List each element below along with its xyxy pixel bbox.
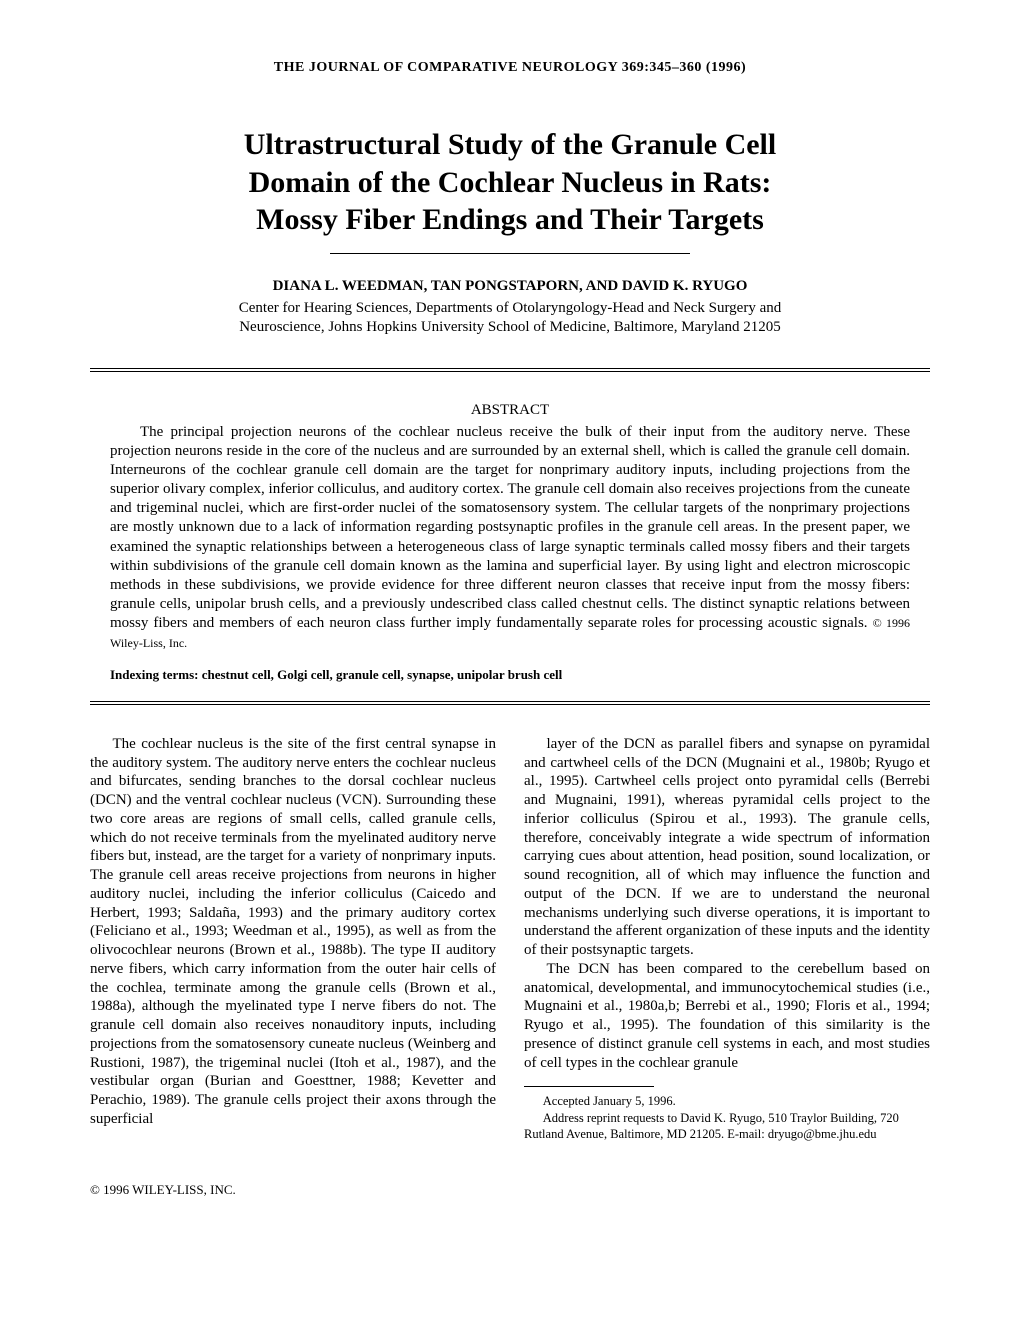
indexing-terms: Indexing terms: chestnut cell, Golgi cel… [110, 667, 910, 683]
affiliation-line-1: Center for Hearing Sciences, Departments… [239, 300, 781, 316]
col2-paragraph-1: layer of the DCN as parallel fibers and … [524, 735, 930, 960]
body-columns: The cochlear nucleus is the site of the … [90, 735, 930, 1142]
title-line-1: Ultrastructural Study of the Granule Cel… [244, 128, 776, 161]
affiliation: Center for Hearing Sciences, Departments… [90, 299, 930, 338]
abstract-text: The principal projection neurons of the … [110, 423, 910, 653]
col2-paragraph-2: The DCN has been compared to the cerebel… [524, 960, 930, 1073]
column-left: The cochlear nucleus is the site of the … [90, 735, 496, 1142]
title-rule [330, 253, 690, 254]
footnote-address: Address reprint requests to David K. Ryu… [524, 1110, 930, 1143]
indexing-label: Indexing terms: [110, 667, 198, 682]
abstract-bottom-rule [90, 701, 930, 705]
col1-paragraph-1: The cochlear nucleus is the site of the … [90, 735, 496, 1129]
title-line-3: Mossy Fiber Endings and Their Targets [256, 203, 764, 236]
footer-copyright: © 1996 WILEY-LISS, INC. [90, 1182, 930, 1198]
footnote-rule [524, 1086, 654, 1087]
indexing-values: chestnut cell, Golgi cell, granule cell,… [202, 667, 563, 682]
abstract-top-rule [90, 368, 930, 372]
column-right: layer of the DCN as parallel fibers and … [524, 735, 930, 1142]
title-line-2: Domain of the Cochlear Nucleus in Rats: [249, 166, 772, 199]
article-title: Ultrastructural Study of the Granule Cel… [150, 126, 870, 239]
affiliation-line-2: Neuroscience, Johns Hopkins University S… [239, 319, 781, 335]
footnote-accepted: Accepted January 5, 1996. [524, 1093, 930, 1109]
authors: DIANA L. WEEDMAN, TAN PONGSTAPORN, AND D… [90, 278, 930, 295]
abstract-heading: ABSTRACT [90, 402, 930, 419]
journal-header: THE JOURNAL OF COMPARATIVE NEUROLOGY 369… [90, 60, 930, 76]
abstract-body: The principal projection neurons of the … [110, 424, 910, 632]
